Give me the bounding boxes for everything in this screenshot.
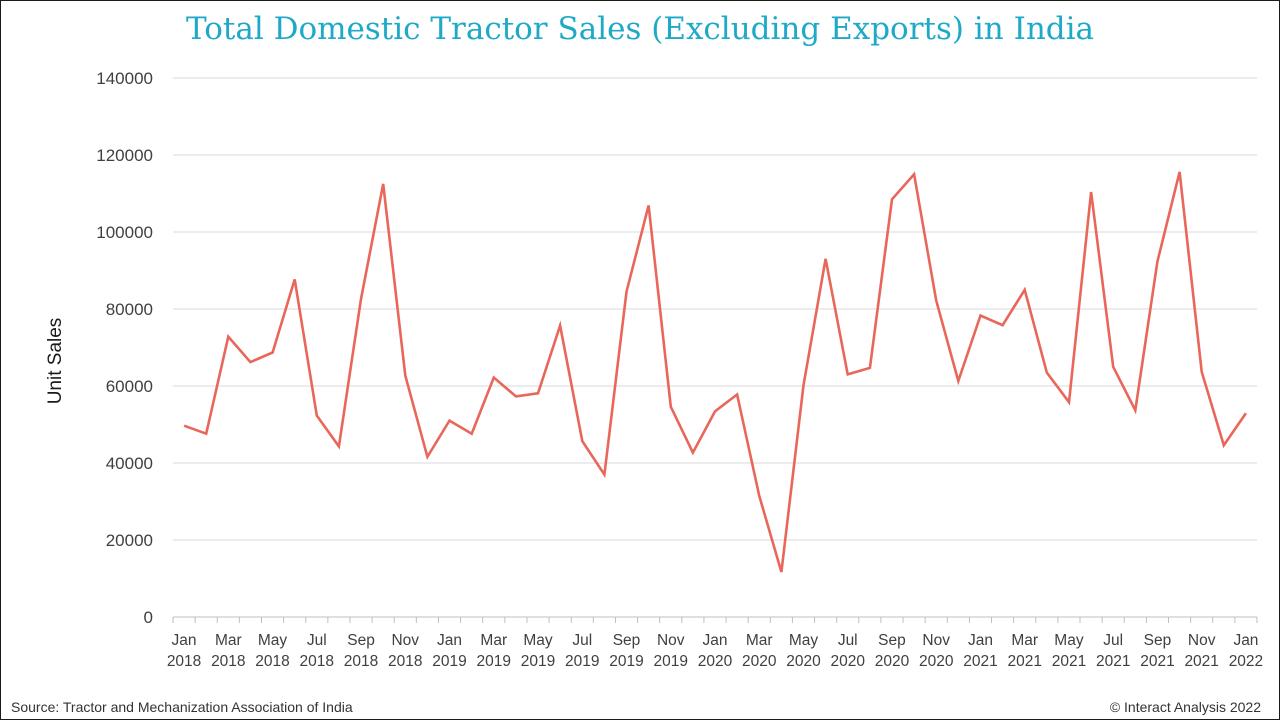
x-tick-label-month: Jan — [703, 632, 728, 649]
x-tick-label-year: 2020 — [919, 653, 954, 670]
x-tick-label-month: Jul — [307, 632, 327, 649]
x-tick-label-month: Sep — [613, 632, 641, 649]
x-tick-label-year: 2020 — [742, 653, 777, 670]
x-tick-label-month: Sep — [1144, 632, 1172, 649]
x-tick-label-month: Jul — [1103, 632, 1123, 649]
x-tick-label-month: May — [258, 632, 288, 649]
x-tick-label-month: Jan — [968, 632, 993, 649]
x-tick-label-year: 2022 — [1229, 653, 1263, 670]
x-tick-label-year: 2021 — [963, 653, 997, 670]
x-tick-label-month: Nov — [657, 632, 685, 649]
x-tick-label-month: Mar — [1011, 632, 1038, 649]
y-tick-label: 0 — [144, 608, 153, 627]
x-tick-label-month: Jul — [838, 632, 858, 649]
x-tick-label-year: 2019 — [477, 653, 511, 670]
x-tick-label-year: 2020 — [875, 653, 910, 670]
copyright-note: © Interact Analysis 2022 — [1109, 699, 1261, 715]
x-tick-label-month: Nov — [391, 632, 419, 649]
y-tick-label: 100000 — [96, 223, 153, 242]
y-tick-label: 40000 — [106, 454, 153, 473]
chart-title: Total Domestic Tractor Sales (Excluding … — [185, 11, 1095, 47]
x-tick-label-year: 2018 — [300, 653, 334, 670]
x-tick-label-month: May — [789, 632, 819, 649]
x-tick-label-year: 2020 — [786, 653, 821, 670]
x-tick-label-month: Jan — [1233, 632, 1258, 649]
y-tick-label: 120000 — [96, 146, 153, 165]
x-tick-label-month: Mar — [480, 632, 507, 649]
x-tick-label-month: Sep — [878, 632, 906, 649]
x-tick-label-year: 2021 — [1096, 653, 1130, 670]
x-tick-label-month: Jul — [572, 632, 592, 649]
x-tick-label-year: 2019 — [654, 653, 688, 670]
x-tick-label-month: Mar — [215, 632, 242, 649]
y-tick-label: 140000 — [96, 69, 153, 88]
series-line — [183, 171, 1247, 573]
x-tick-label-month: Nov — [1188, 632, 1216, 649]
x-tick-label-year: 2018 — [344, 653, 378, 670]
x-tick-label-month: Sep — [347, 632, 375, 649]
y-tick-label: 80000 — [106, 300, 153, 319]
x-tick-label-month: Nov — [922, 632, 950, 649]
x-tick-label-month: Jan — [172, 632, 197, 649]
y-axis-label: Unit Sales — [45, 318, 66, 405]
x-tick-label-year: 2021 — [1052, 653, 1086, 670]
x-tick-label-year: 2019 — [565, 653, 599, 670]
x-tick-label-year: 2021 — [1184, 653, 1218, 670]
x-tick-label-month: Jan — [437, 632, 462, 649]
x-tick-label-month: Mar — [746, 632, 773, 649]
x-tick-label-year: 2018 — [388, 653, 422, 670]
x-tick-label-month: May — [523, 632, 553, 649]
x-tick-label-year: 2019 — [432, 653, 466, 670]
x-tick-label-year: 2018 — [167, 653, 201, 670]
x-tick-label-year: 2020 — [830, 653, 865, 670]
x-tick-label-year: 2018 — [211, 653, 245, 670]
y-tick-label: 20000 — [106, 531, 153, 550]
x-tick-label-month: May — [1054, 632, 1084, 649]
x-tick-label-year: 2019 — [521, 653, 555, 670]
x-tick-label-year: 2020 — [698, 653, 733, 670]
line-chart: 0 20000 40000 60000 80000 100000 120000 140000 J… — [45, 69, 1263, 670]
y-tick-label: 60000 — [106, 377, 153, 396]
x-tick-label-year: 2019 — [609, 653, 643, 670]
x-tick-label-year: 2018 — [255, 653, 289, 670]
x-tick-label-year: 2021 — [1007, 653, 1041, 670]
x-tick-label-year: 2021 — [1140, 653, 1174, 670]
source-note: Source: Tractor and Mechanization Associ… — [11, 699, 353, 715]
